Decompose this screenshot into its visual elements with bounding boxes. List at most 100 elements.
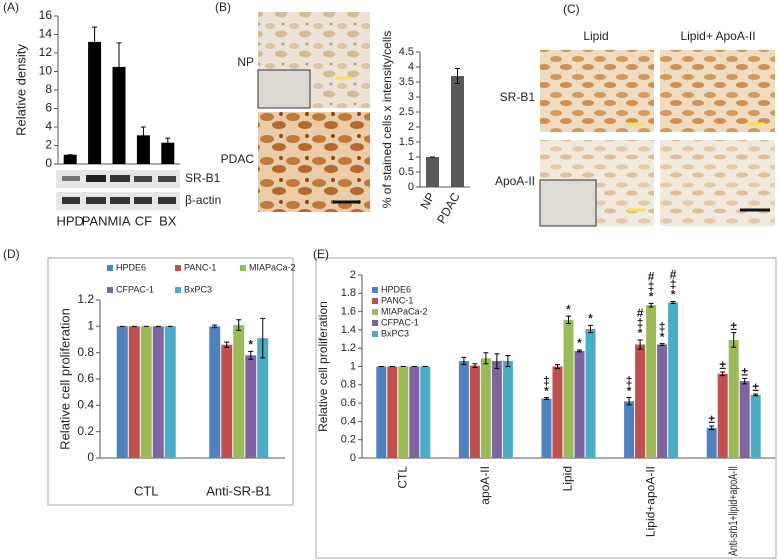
x-tick-label: BX <box>159 213 177 228</box>
y-tick-label: 0 <box>350 452 356 464</box>
bar <box>646 305 657 458</box>
chart-frame <box>47 257 294 506</box>
error-bar <box>753 393 759 397</box>
legend-swatch <box>107 265 113 271</box>
y-tick-label: 1 <box>350 360 356 372</box>
micrograph <box>660 50 775 132</box>
bar <box>574 350 585 458</box>
y-tick-label: 2 <box>45 138 52 152</box>
error-bar <box>577 349 582 353</box>
legend-label: MIAPaCa-2 <box>381 306 428 316</box>
bar <box>451 76 464 187</box>
x-tick-label: apoA-II <box>478 466 492 505</box>
significance-mark: * <box>544 384 549 398</box>
bar <box>668 302 679 458</box>
bar <box>116 326 128 458</box>
bar <box>502 361 513 458</box>
bar <box>585 328 596 458</box>
bar <box>257 338 269 458</box>
bar <box>458 361 469 458</box>
error-bar <box>588 324 593 334</box>
bar <box>717 373 728 458</box>
legend-label: BxPC3 <box>381 328 409 338</box>
y-tick-label: 4 <box>408 61 414 73</box>
y-tick-label: 0.6 <box>341 397 356 409</box>
significance-mark: * <box>660 330 665 344</box>
x-tick-label: Lipid <box>561 466 575 491</box>
error-bar <box>494 353 500 369</box>
y-tick-label: 0.4 <box>341 415 356 427</box>
x-tick-label: NP <box>417 190 437 211</box>
bar <box>63 154 77 164</box>
legend-label: CFPAC-1 <box>116 284 154 294</box>
bar <box>136 135 150 164</box>
western-blot <box>56 170 180 210</box>
bar <box>728 339 739 458</box>
y-tick-label: 1.2 <box>77 292 94 306</box>
error-bar <box>212 324 218 329</box>
error-bar <box>505 355 511 367</box>
y-tick-label: 10 <box>39 64 53 78</box>
y-tick-label: 0.2 <box>77 424 94 438</box>
y-tick-label: 0 <box>45 156 52 170</box>
y-tick-label: 0.6 <box>77 371 94 385</box>
significance-mark: ‡ <box>626 374 633 388</box>
y-tick-label: 1 <box>87 319 94 333</box>
bar <box>164 326 176 458</box>
legend-label: PANC-1 <box>184 262 216 272</box>
row-label: ApoA-II <box>495 174 535 188</box>
y-tick-label: 1.6 <box>341 306 356 318</box>
image-label: NP <box>237 55 254 69</box>
y-tick-label: 1.2 <box>341 342 356 354</box>
y-tick-label: 0.8 <box>77 345 94 359</box>
legend-swatch <box>372 298 378 304</box>
significance-mark: * <box>671 288 676 302</box>
error-bar <box>236 319 242 331</box>
significance-mark: * <box>638 326 643 340</box>
bar <box>209 326 221 458</box>
error-bar <box>648 302 654 308</box>
error-bar <box>659 343 665 346</box>
x-tick-label: Lipid+apoA-II <box>643 466 657 537</box>
legend-label: HPDE6 <box>381 284 411 294</box>
significance-mark: * <box>649 290 654 304</box>
error-bar <box>483 352 489 365</box>
error-bar <box>544 397 549 400</box>
inset <box>539 179 597 227</box>
bar <box>152 326 164 458</box>
significance-mark: # <box>637 306 644 320</box>
bar <box>88 41 102 164</box>
micrograph <box>258 112 370 212</box>
y-tick-label: 1.4 <box>341 324 356 336</box>
column-label: Lipid <box>583 29 608 43</box>
significance-mark: * <box>577 336 582 350</box>
error-bar <box>709 425 715 431</box>
bar <box>387 366 398 458</box>
bar <box>420 366 431 458</box>
x-tick-label: MIA <box>107 213 130 228</box>
significance-mark: * <box>627 384 632 398</box>
legend-swatch <box>372 287 378 293</box>
error-bar <box>461 356 467 366</box>
error-bar <box>731 332 737 348</box>
significance-mark: ± <box>719 358 726 372</box>
significance-mark: ± <box>730 319 737 333</box>
image-label: PDAC <box>221 152 255 166</box>
panel-label: (A) <box>3 0 19 14</box>
chart-frame <box>315 257 777 559</box>
legend-swatch <box>372 309 378 315</box>
significance-mark: ± <box>708 412 715 426</box>
micrograph <box>660 140 775 226</box>
bar <box>491 361 502 458</box>
bar <box>563 319 574 458</box>
y-axis-label: Relative density <box>13 44 28 136</box>
bar <box>480 358 491 458</box>
y-tick-label: 1.5 <box>399 136 414 148</box>
legend-label: MIAPaCa-2 <box>249 262 296 272</box>
bar <box>245 355 257 458</box>
bar <box>233 325 245 458</box>
bar <box>469 365 480 458</box>
bar <box>624 401 635 458</box>
bar <box>409 366 420 458</box>
